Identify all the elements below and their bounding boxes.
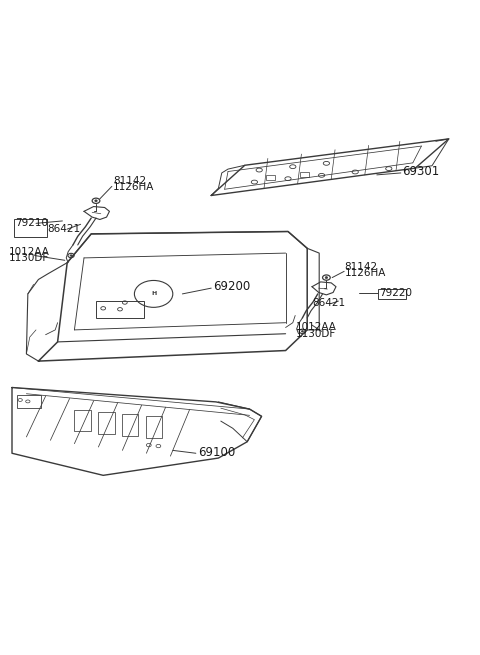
Ellipse shape xyxy=(325,276,327,278)
Ellipse shape xyxy=(95,200,97,202)
Text: 69301: 69301 xyxy=(402,165,440,178)
Bar xyxy=(122,415,138,436)
Bar xyxy=(300,172,309,177)
Text: 1130DF: 1130DF xyxy=(9,253,49,263)
Bar xyxy=(378,289,406,299)
Text: 69200: 69200 xyxy=(214,280,251,293)
Text: H: H xyxy=(151,291,156,297)
Bar xyxy=(96,301,144,318)
Text: 1012AA: 1012AA xyxy=(9,247,49,257)
Text: 81142: 81142 xyxy=(113,176,146,185)
Text: 79220: 79220 xyxy=(379,288,412,298)
Ellipse shape xyxy=(70,255,72,256)
Text: 86421: 86421 xyxy=(312,297,345,308)
Text: 1012AA: 1012AA xyxy=(296,322,337,333)
Text: 1126HA: 1126HA xyxy=(345,268,386,278)
Bar xyxy=(17,395,41,407)
Bar xyxy=(266,176,275,180)
Text: 79210: 79210 xyxy=(15,218,48,229)
Bar xyxy=(98,413,115,434)
Text: 1126HA: 1126HA xyxy=(113,182,154,192)
Bar xyxy=(146,417,162,438)
Bar xyxy=(14,219,47,237)
Ellipse shape xyxy=(301,331,303,332)
Text: 81142: 81142 xyxy=(345,261,378,272)
Text: 1130DF: 1130DF xyxy=(296,329,336,339)
Text: 86421: 86421 xyxy=(47,224,80,234)
Text: 69100: 69100 xyxy=(198,446,235,458)
Bar xyxy=(74,410,91,431)
